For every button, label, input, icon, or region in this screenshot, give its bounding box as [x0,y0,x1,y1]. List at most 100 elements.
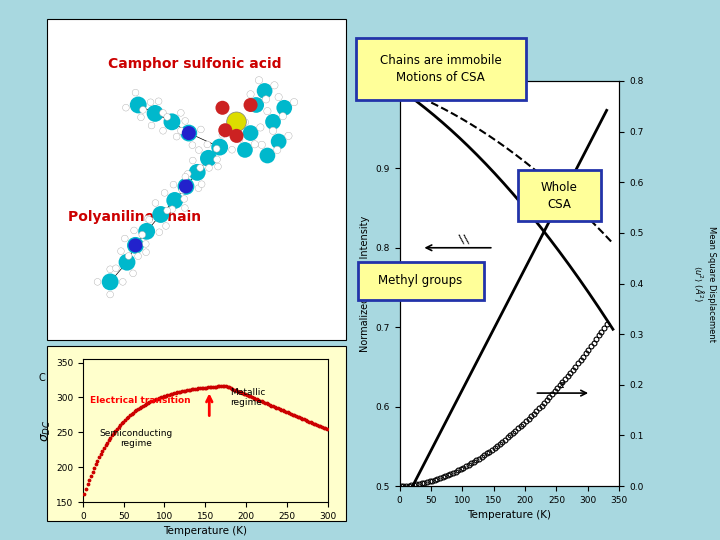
Y-axis label: $\sigma_{DC}$: $\sigma_{DC}$ [40,419,53,442]
Text: Chains are immobile
Motions of CSA: Chains are immobile Motions of CSA [379,53,502,84]
Circle shape [120,279,126,285]
Circle shape [117,248,125,254]
Point [251,395,263,403]
Point [126,410,138,418]
Point [316,423,328,431]
Point [122,413,134,421]
Point [104,434,116,442]
Point [98,444,109,453]
Circle shape [235,136,243,143]
Point [263,400,274,408]
Circle shape [125,253,132,259]
Circle shape [243,125,258,141]
Point [155,393,166,402]
Y-axis label: Normalized Elastic Intensity: Normalized Elastic Intensity [360,215,370,352]
Circle shape [107,291,114,298]
Point [144,398,156,407]
Circle shape [135,253,141,260]
Point [308,419,320,428]
Point [196,384,207,393]
Circle shape [259,147,275,164]
Point [108,429,120,437]
Point [269,403,281,411]
Circle shape [161,190,168,196]
Point [266,401,277,410]
Point [228,385,240,394]
Point [132,405,144,414]
Point [87,468,99,476]
Point [134,403,145,412]
Point [85,471,96,480]
Circle shape [130,97,147,113]
Point [135,403,147,411]
Point [320,424,331,433]
Text: /: / [456,233,469,245]
Point [236,389,248,397]
Point [277,406,289,415]
Circle shape [200,150,217,167]
Point [147,396,158,405]
Circle shape [230,129,243,143]
Point [178,387,189,395]
Point [279,407,290,415]
Text: Metallic
regime: Metallic regime [230,388,265,407]
Point [253,396,264,404]
Point [214,382,225,390]
Point [186,385,197,394]
Point [310,420,321,429]
Point [232,387,243,395]
Point [225,384,237,393]
Point [129,407,140,416]
Circle shape [279,112,287,120]
Point [230,386,241,395]
Circle shape [197,126,204,133]
Circle shape [179,187,186,194]
Point [311,421,323,429]
Point [145,397,157,406]
Circle shape [181,205,188,211]
Circle shape [211,139,228,156]
Circle shape [170,181,177,188]
Circle shape [160,110,166,116]
Circle shape [258,141,266,148]
Circle shape [204,141,211,148]
Circle shape [119,254,135,271]
Point [194,384,206,393]
Point [150,395,162,403]
Point [199,383,210,392]
X-axis label: Temperature (K): Temperature (K) [163,526,247,536]
Point [179,386,191,395]
Point [109,427,121,435]
Circle shape [213,145,220,152]
Circle shape [243,98,258,112]
Circle shape [264,107,271,115]
Point [84,476,95,484]
Point [233,387,245,396]
Point [254,396,266,405]
Point [168,389,180,397]
Point [259,399,271,407]
Point [165,390,176,399]
Circle shape [276,100,292,116]
Circle shape [163,222,169,230]
Circle shape [274,146,281,153]
Point [271,403,282,412]
Circle shape [256,77,263,84]
Point [192,384,204,393]
Point [298,415,310,424]
Circle shape [160,127,166,134]
Circle shape [138,114,144,120]
Circle shape [196,147,202,153]
Point [89,464,100,472]
Point [158,392,170,401]
Circle shape [248,97,264,113]
Circle shape [122,104,130,111]
Point [276,406,287,414]
Circle shape [189,142,196,149]
Point [148,396,160,404]
Circle shape [143,241,149,247]
Point [170,388,181,397]
Circle shape [271,133,287,150]
Circle shape [241,119,248,126]
Point [215,382,227,390]
